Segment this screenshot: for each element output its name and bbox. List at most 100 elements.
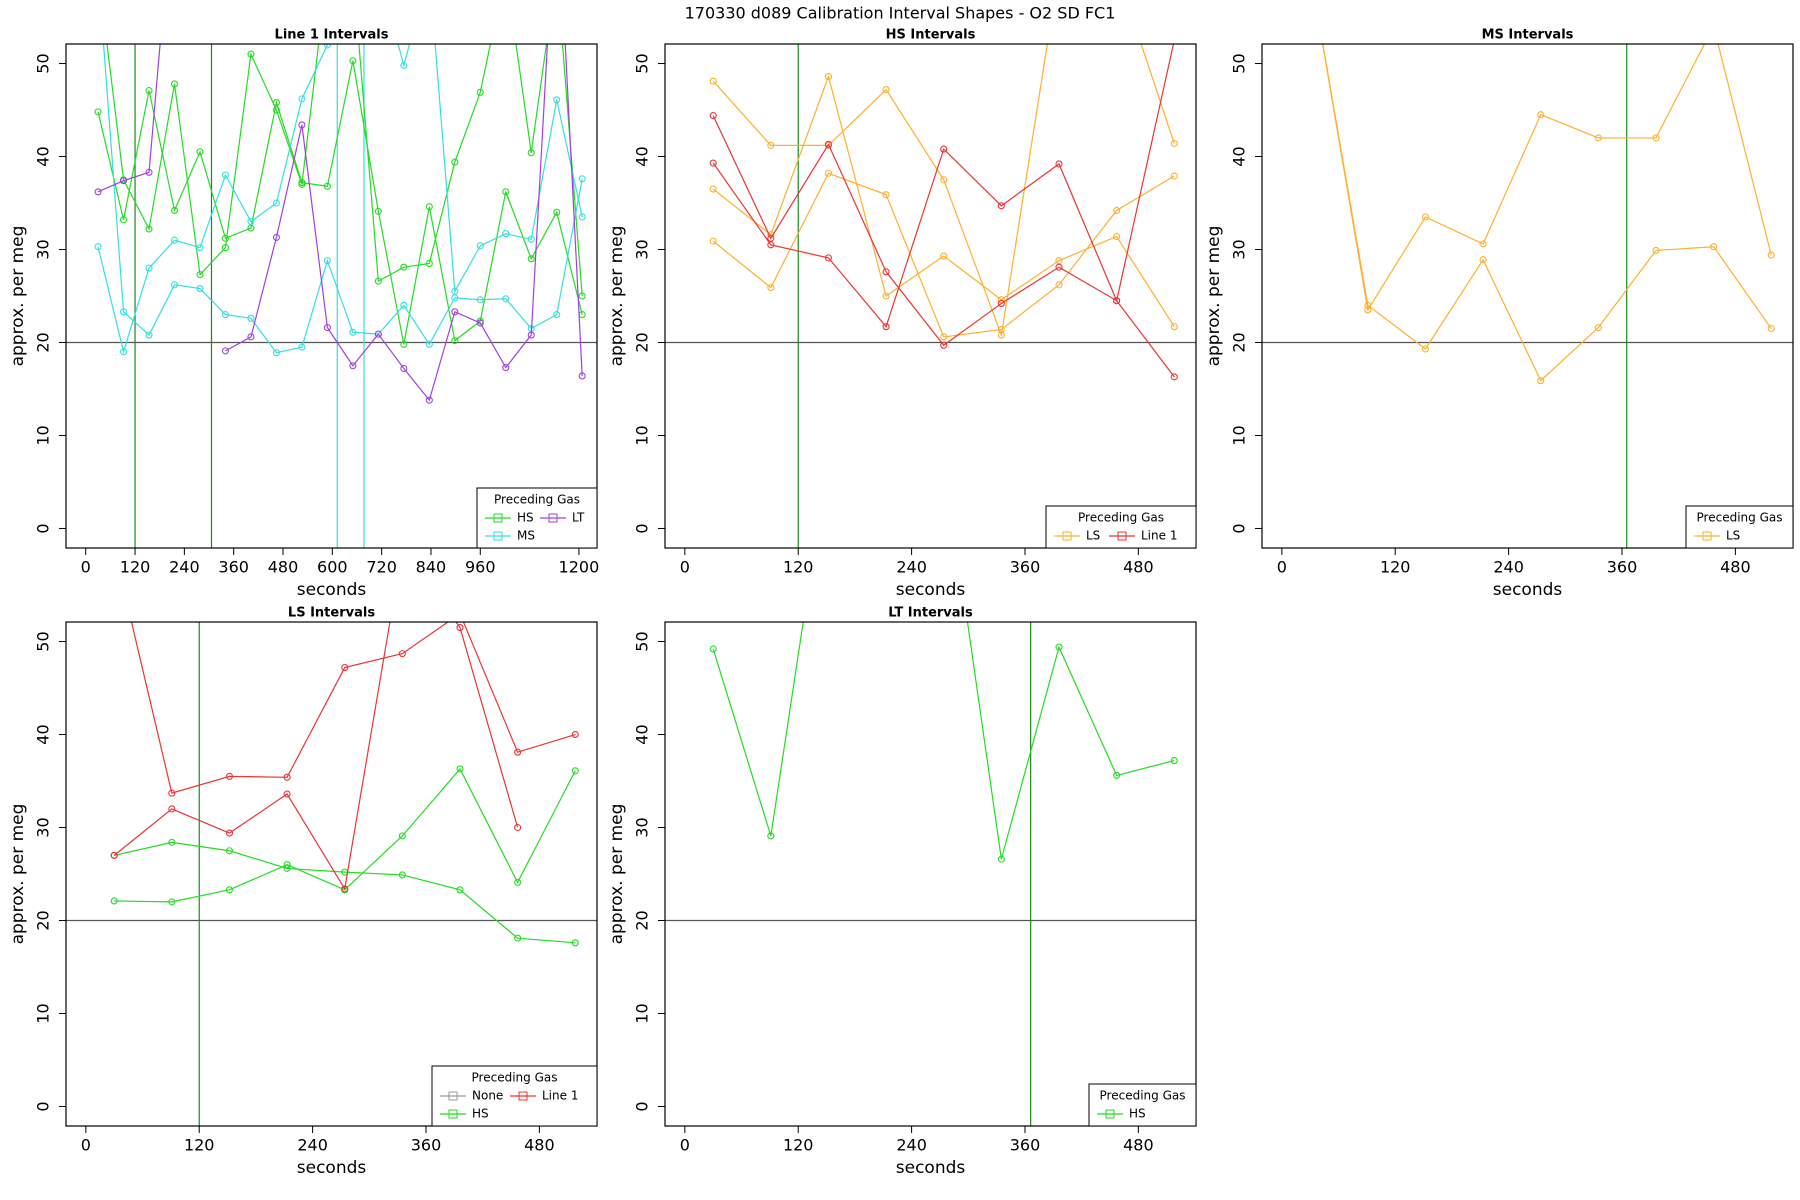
data-point [94, 108, 102, 116]
legend-label: LS [1086, 529, 1100, 543]
legend-marker [548, 513, 558, 523]
data-point [997, 296, 1005, 304]
y-tick-label: 0 [34, 1101, 53, 1111]
series-line [712, 44, 1175, 338]
x-axis-label: seconds [1493, 580, 1563, 600]
legend: Preceding Gas LS [1685, 505, 1794, 549]
y-tick-label: 10 [633, 425, 652, 445]
data-point [882, 292, 890, 300]
data-point [170, 236, 179, 244]
data-point [1479, 256, 1487, 264]
x-axis-label: seconds [297, 580, 367, 600]
legend-title: Preceding Gas [472, 1071, 558, 1085]
legend-label: Line 1 [542, 1089, 578, 1103]
data-point [578, 292, 586, 300]
legend-box [1088, 1083, 1197, 1127]
data-point [824, 140, 833, 148]
figure-title: 170330 d089 Calibration Interval Shapes … [685, 4, 1116, 23]
x-tick-label: 240 [896, 558, 927, 577]
data-point [502, 230, 510, 238]
y-tick-label: 40 [633, 146, 652, 166]
x-tick-label: 720 [366, 558, 397, 577]
y-tick-label: 40 [34, 724, 53, 744]
y-tick-label: 50 [633, 53, 652, 73]
data-point [1767, 251, 1775, 259]
data-point [110, 851, 118, 859]
x-tick-label: 240 [896, 1136, 927, 1155]
y-tick-label: 40 [1230, 146, 1249, 166]
data-point [398, 650, 406, 658]
data-point [1170, 757, 1178, 765]
data-point [145, 86, 153, 95]
data-point [145, 168, 153, 176]
plot-frame [664, 43, 1197, 549]
data-point [349, 57, 357, 65]
data-point [1113, 771, 1121, 779]
data-point [997, 855, 1005, 863]
data-point [400, 301, 408, 309]
data-point [1170, 139, 1178, 148]
x-tick-label: 0 [1277, 558, 1287, 577]
y-tick-label: 40 [34, 146, 53, 166]
data-point [119, 216, 128, 224]
data-point [1710, 243, 1718, 251]
data-point [225, 829, 234, 837]
data-point [1364, 301, 1372, 309]
data-point [1170, 373, 1178, 381]
data-point [882, 191, 890, 199]
data-point [1364, 306, 1372, 314]
data-point [571, 767, 579, 775]
y-axis-label: approx. per meg [8, 226, 28, 367]
x-tick-label: 840 [416, 558, 447, 577]
data-point [767, 241, 775, 249]
data-point [1055, 643, 1063, 651]
series-line [712, 622, 1175, 860]
legend-title: Preceding Gas [1078, 511, 1164, 525]
data-point [709, 77, 717, 85]
x-axis-label: seconds [297, 1158, 367, 1178]
data-point [514, 878, 522, 886]
data-point [1113, 297, 1121, 305]
x-tick-label: 480 [524, 1136, 555, 1155]
series-line [712, 115, 1175, 378]
y-tick-label: 30 [34, 817, 53, 837]
data-point [1113, 232, 1121, 241]
data-point [168, 805, 176, 813]
data-point [374, 207, 382, 215]
legend-label: MS [517, 529, 535, 543]
legend-marker [448, 1109, 458, 1119]
data-point [1537, 111, 1545, 119]
data-point [767, 832, 775, 840]
plot-area [1262, 44, 1793, 548]
x-tick-label: 360 [218, 558, 249, 577]
y-tick-label: 0 [1230, 523, 1249, 533]
data-point [1113, 206, 1121, 215]
data-point [221, 244, 230, 252]
y-tick-label: 20 [34, 332, 53, 352]
legend-label: LS [1726, 529, 1740, 543]
legend-label: None [472, 1089, 503, 1103]
y-tick-label: 0 [633, 1101, 652, 1111]
data-point [1055, 281, 1063, 289]
panel-title: LS Intervals [288, 606, 375, 621]
series-line [1322, 44, 1772, 312]
data-point [997, 202, 1005, 210]
data-point [709, 159, 717, 167]
data-point [940, 333, 948, 341]
x-tick-label: 0 [680, 558, 690, 577]
y-tick-label: 20 [633, 332, 652, 352]
x-tick-label: 360 [1010, 1136, 1041, 1155]
y-tick-label: 0 [34, 523, 53, 533]
data-point [400, 61, 408, 69]
legend: Preceding Gas HS MS LT [476, 487, 598, 549]
data-point [1170, 323, 1178, 331]
plot-frame [65, 621, 598, 1127]
data-point [709, 237, 717, 245]
y-axis-label: approx. per meg [8, 804, 28, 945]
data-point [502, 364, 510, 372]
data-point [940, 176, 948, 184]
data-point [341, 664, 349, 672]
data-point [272, 106, 280, 114]
y-tick-label: 50 [34, 631, 53, 651]
data-point [571, 730, 579, 739]
